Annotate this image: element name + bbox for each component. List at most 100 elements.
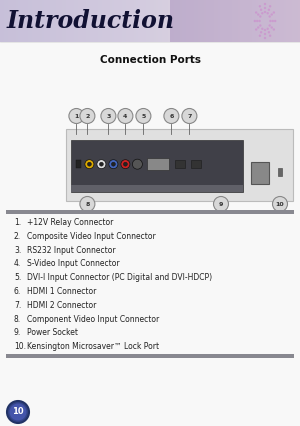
Bar <box>22 0 25 42</box>
Text: 5.: 5. <box>14 273 21 282</box>
Bar <box>36 0 39 42</box>
Text: HDMI 2 Connector: HDMI 2 Connector <box>27 301 96 310</box>
Bar <box>278 0 281 42</box>
Circle shape <box>255 28 257 31</box>
Bar <box>294 0 297 42</box>
Bar <box>108 0 111 42</box>
Bar <box>2 0 5 42</box>
Bar <box>226 0 229 42</box>
Bar <box>100 0 103 42</box>
Text: 7.: 7. <box>14 301 21 310</box>
Bar <box>74 0 77 42</box>
Bar <box>290 0 293 42</box>
Text: 8.: 8. <box>14 314 21 324</box>
Bar <box>224 0 227 42</box>
Circle shape <box>268 31 270 34</box>
Bar <box>116 0 119 42</box>
Circle shape <box>264 37 266 39</box>
Circle shape <box>99 162 104 166</box>
Bar <box>206 0 209 42</box>
Bar <box>198 0 201 42</box>
Bar <box>38 0 41 42</box>
Bar <box>186 0 189 42</box>
Text: +12V Relay Connector: +12V Relay Connector <box>27 218 113 227</box>
Bar <box>266 0 269 42</box>
Bar <box>34 0 37 42</box>
Circle shape <box>136 109 151 124</box>
Bar <box>166 0 169 42</box>
Bar <box>112 0 115 42</box>
Circle shape <box>264 7 266 9</box>
Text: Connection Ports: Connection Ports <box>100 55 200 65</box>
Circle shape <box>264 3 266 5</box>
Bar <box>158 0 161 42</box>
Bar <box>86 0 89 42</box>
Bar <box>132 0 135 42</box>
Circle shape <box>272 196 287 211</box>
Bar <box>236 0 239 42</box>
Bar <box>82 0 85 42</box>
Bar <box>28 0 31 42</box>
Bar <box>46 0 49 42</box>
Bar <box>62 0 65 42</box>
Circle shape <box>259 5 261 8</box>
Bar <box>170 0 300 42</box>
Bar <box>106 0 109 42</box>
Bar <box>42 0 45 42</box>
Bar <box>248 0 251 42</box>
Bar <box>244 0 247 42</box>
Bar <box>190 0 193 42</box>
FancyBboxPatch shape <box>278 168 282 176</box>
Text: 2: 2 <box>85 113 90 118</box>
Bar <box>242 0 245 42</box>
FancyBboxPatch shape <box>66 130 293 201</box>
Bar <box>170 0 173 42</box>
Circle shape <box>111 162 116 166</box>
Circle shape <box>69 109 84 124</box>
Bar <box>104 0 107 42</box>
Bar <box>88 0 91 42</box>
Circle shape <box>123 162 128 166</box>
Circle shape <box>264 11 266 13</box>
Bar <box>288 0 291 42</box>
Bar <box>274 0 277 42</box>
Circle shape <box>109 160 118 169</box>
Bar <box>80 0 83 42</box>
Bar <box>48 0 51 42</box>
Bar <box>140 0 143 42</box>
Circle shape <box>80 196 95 211</box>
Circle shape <box>260 9 262 11</box>
Text: Component Video Input Connector: Component Video Input Connector <box>27 314 159 324</box>
Bar <box>234 0 237 42</box>
Text: 10: 10 <box>12 408 24 417</box>
Bar <box>110 0 113 42</box>
Bar <box>78 0 81 42</box>
Circle shape <box>97 160 106 169</box>
Bar <box>6 354 294 358</box>
Bar <box>102 0 105 42</box>
Bar <box>122 0 125 42</box>
Bar <box>272 0 275 42</box>
Bar <box>218 0 221 42</box>
Text: RS232 Input Connector: RS232 Input Connector <box>27 246 116 255</box>
Circle shape <box>214 196 229 211</box>
Text: Composite Video Input Connector: Composite Video Input Connector <box>27 232 156 241</box>
Bar <box>16 0 19 42</box>
Bar <box>284 0 287 42</box>
Circle shape <box>268 9 270 11</box>
Bar <box>30 0 33 42</box>
Bar <box>50 0 53 42</box>
Text: 2.: 2. <box>14 232 21 241</box>
Circle shape <box>260 31 262 34</box>
Circle shape <box>182 109 197 124</box>
Bar <box>8 0 11 42</box>
FancyBboxPatch shape <box>191 160 201 168</box>
Circle shape <box>273 28 275 31</box>
Bar <box>26 0 29 42</box>
Bar <box>204 0 207 42</box>
Circle shape <box>87 162 92 166</box>
Bar <box>146 0 149 42</box>
Bar <box>6 210 294 214</box>
Bar <box>12 0 15 42</box>
Bar <box>32 0 35 42</box>
